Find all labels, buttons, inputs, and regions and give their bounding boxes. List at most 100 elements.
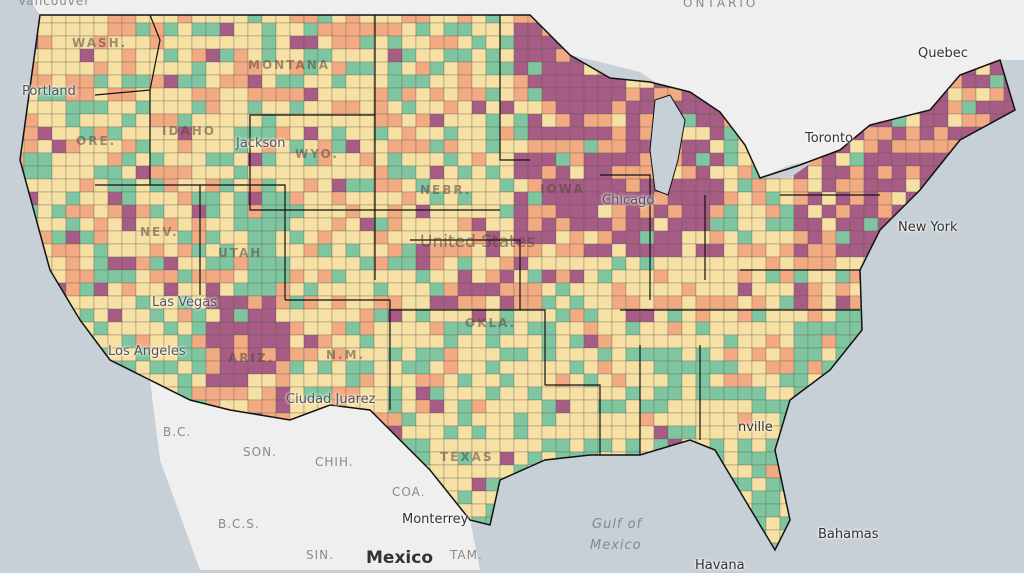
- county-cell[interactable]: [191, 152, 207, 167]
- county-cell[interactable]: [541, 126, 557, 141]
- county-cell[interactable]: [401, 152, 417, 167]
- county-cell[interactable]: [93, 360, 109, 375]
- county-cell[interactable]: [850, 556, 864, 569]
- county-cell[interactable]: [919, 204, 935, 219]
- county-cell[interactable]: [751, 386, 767, 401]
- county-cell[interactable]: [401, 100, 417, 115]
- county-cell[interactable]: [401, 217, 417, 232]
- county-cell[interactable]: [79, 152, 95, 167]
- county-cell[interactable]: [989, 282, 1005, 297]
- county-cell[interactable]: [191, 87, 207, 102]
- county-cell[interactable]: [177, 230, 193, 245]
- county-cell[interactable]: [891, 373, 907, 388]
- county-cell[interactable]: [219, 334, 235, 349]
- county-cell[interactable]: [415, 347, 431, 362]
- county-cell[interactable]: [1003, 61, 1018, 76]
- county-cell[interactable]: [793, 464, 809, 479]
- county-cell[interactable]: [695, 282, 711, 297]
- county-cell[interactable]: [961, 217, 977, 232]
- county-cell[interactable]: [499, 35, 515, 50]
- county-cell[interactable]: [639, 217, 655, 232]
- county-cell[interactable]: [233, 113, 249, 128]
- county-cell[interactable]: [555, 438, 571, 453]
- county-cell[interactable]: [751, 334, 767, 349]
- county-cell[interactable]: [555, 152, 571, 167]
- county-cell[interactable]: [583, 230, 599, 245]
- county-cell[interactable]: [485, 490, 501, 505]
- county-cell[interactable]: [751, 464, 767, 479]
- county-cell[interactable]: [933, 113, 949, 128]
- county-cell[interactable]: [121, 22, 137, 37]
- county-cell[interactable]: [947, 204, 963, 219]
- county-cell[interactable]: [51, 425, 67, 440]
- county-cell[interactable]: [541, 282, 557, 297]
- county-cell[interactable]: [625, 152, 641, 167]
- county-cell[interactable]: [149, 321, 165, 336]
- county-cell[interactable]: [289, 347, 305, 362]
- county-cell[interactable]: [989, 87, 1005, 102]
- county-cell[interactable]: [611, 87, 627, 102]
- county-cell[interactable]: [849, 399, 865, 414]
- county-cell[interactable]: [443, 412, 459, 427]
- county-cell[interactable]: [905, 399, 921, 414]
- county-cell[interactable]: [835, 477, 851, 492]
- county-cell[interactable]: [345, 295, 361, 310]
- county-cell[interactable]: [877, 360, 893, 375]
- county-cell[interactable]: [765, 269, 781, 284]
- county-cell[interactable]: [443, 282, 459, 297]
- county-cell[interactable]: [10, 490, 25, 505]
- county-cell[interactable]: [93, 399, 109, 414]
- county-cell[interactable]: [1018, 413, 1024, 426]
- county-cell[interactable]: [625, 243, 641, 258]
- county-cell[interactable]: [93, 490, 109, 505]
- county-cell[interactable]: [135, 386, 151, 401]
- county-cell[interactable]: [401, 321, 417, 336]
- county-cell[interactable]: [583, 191, 599, 206]
- county-cell[interactable]: [23, 22, 39, 37]
- county-cell[interactable]: [989, 503, 1005, 518]
- county-cell[interactable]: [37, 386, 53, 401]
- county-cell[interactable]: [667, 516, 683, 531]
- county-cell[interactable]: [555, 217, 571, 232]
- county-cell[interactable]: [499, 269, 515, 284]
- county-cell[interactable]: [597, 477, 613, 492]
- county-cell[interactable]: [681, 308, 697, 323]
- county-cell[interactable]: [821, 256, 837, 271]
- county-cell[interactable]: [569, 152, 585, 167]
- county-cell[interactable]: [555, 308, 571, 323]
- county-cell[interactable]: [1003, 529, 1018, 544]
- county-cell[interactable]: [191, 360, 207, 375]
- county-cell[interactable]: [93, 191, 109, 206]
- county-cell[interactable]: [373, 139, 389, 154]
- county-cell[interactable]: [429, 308, 445, 323]
- county-cell[interactable]: [527, 360, 543, 375]
- county-cell[interactable]: [93, 503, 109, 518]
- county-cell[interactable]: [695, 399, 711, 414]
- county-cell[interactable]: [387, 191, 403, 206]
- county-cell[interactable]: [723, 386, 739, 401]
- county-cell[interactable]: [233, 230, 249, 245]
- county-cell[interactable]: [821, 308, 837, 323]
- county-cell[interactable]: [499, 282, 515, 297]
- county-cell[interactable]: [569, 61, 585, 76]
- county-cell[interactable]: [485, 217, 501, 232]
- county-cell[interactable]: [191, 165, 207, 180]
- county-cell[interactable]: [695, 269, 711, 284]
- county-cell[interactable]: [303, 74, 319, 89]
- county-cell[interactable]: [793, 451, 809, 466]
- county-cell[interactable]: [933, 516, 949, 531]
- county-cell[interactable]: [933, 256, 949, 271]
- county-cell[interactable]: [345, 256, 361, 271]
- county-cell[interactable]: [653, 386, 669, 401]
- county-cell[interactable]: [513, 165, 529, 180]
- county-cell[interactable]: [947, 412, 963, 427]
- county-cell[interactable]: [541, 269, 557, 284]
- county-cell[interactable]: [583, 438, 599, 453]
- county-cell[interactable]: [779, 256, 795, 271]
- county-cell[interactable]: [695, 425, 711, 440]
- county-cell[interactable]: [737, 321, 753, 336]
- county-cell[interactable]: [429, 152, 445, 167]
- county-cell[interactable]: [863, 217, 879, 232]
- county-cell[interactable]: [387, 35, 403, 50]
